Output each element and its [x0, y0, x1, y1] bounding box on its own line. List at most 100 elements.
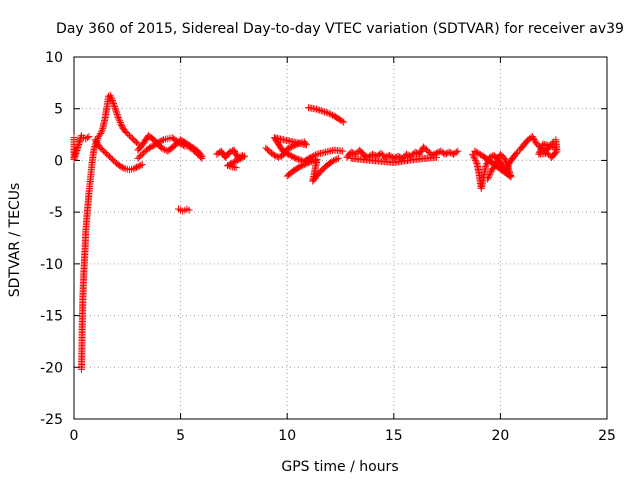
- data-point: [531, 137, 539, 145]
- data-point: [280, 148, 288, 156]
- data-point: [283, 150, 291, 158]
- data-point: [91, 136, 99, 144]
- data-point: [286, 144, 294, 152]
- series-dip-5: [174, 205, 193, 215]
- data-point: [471, 155, 479, 163]
- data-point: [494, 156, 502, 164]
- data-point: [111, 103, 119, 111]
- data-point: [117, 163, 125, 171]
- data-point: [416, 149, 424, 157]
- data-point: [108, 95, 116, 103]
- x-axis-label: GPS time / hours: [281, 459, 398, 475]
- data-point: [486, 170, 494, 178]
- data-point: [307, 153, 315, 161]
- data-point: [478, 151, 486, 159]
- x-tick-label: 20: [491, 428, 509, 444]
- data-point: [98, 126, 106, 134]
- data-point: [472, 156, 480, 164]
- data-point: [302, 160, 310, 168]
- y-tick-label: -25: [40, 412, 63, 428]
- data-point: [94, 140, 102, 148]
- data-point: [106, 91, 114, 99]
- data-point: [484, 173, 492, 181]
- data-point: [330, 157, 338, 165]
- data-point: [109, 98, 117, 106]
- y-tick-label: 0: [54, 153, 63, 169]
- y-axis-label: SDTVAR / TECUs: [7, 183, 23, 298]
- data-point: [417, 147, 425, 155]
- data-point: [512, 149, 520, 157]
- data-point: [328, 157, 336, 165]
- y-tick-label: -10: [40, 257, 63, 273]
- data-point: [334, 154, 342, 162]
- data-point: [545, 151, 553, 159]
- data-point: [303, 159, 311, 167]
- data-point: [107, 93, 115, 101]
- data-point: [381, 153, 389, 161]
- data-point: [316, 106, 324, 114]
- data-point: [269, 150, 277, 158]
- series-cluster-21-23: [516, 133, 561, 161]
- series-cluster-9-12: [262, 134, 347, 165]
- data-point: [311, 105, 319, 113]
- data-point: [306, 158, 314, 166]
- data-point: [158, 136, 166, 144]
- data-point: [197, 151, 205, 159]
- data-point: [485, 172, 493, 180]
- data-point: [327, 158, 335, 166]
- data-point: [289, 153, 297, 161]
- data-point: [157, 144, 165, 152]
- data-point: [481, 163, 489, 171]
- data-point: [541, 140, 549, 148]
- data-point: [487, 167, 495, 175]
- data-point: [235, 155, 243, 163]
- y-tick-label: 10: [45, 50, 63, 66]
- data-point: [147, 143, 155, 151]
- data-point: [279, 147, 287, 155]
- data-point: [161, 146, 169, 154]
- data-point: [472, 158, 480, 166]
- data-point: [124, 130, 132, 138]
- data-point: [130, 165, 138, 173]
- data-point: [275, 153, 283, 161]
- data-point: [452, 148, 460, 156]
- data-point: [454, 147, 462, 155]
- series-upper-segment: [305, 104, 348, 126]
- data-point: [115, 115, 123, 123]
- data-point: [299, 161, 307, 169]
- data-point: [327, 110, 335, 118]
- data-point: [115, 162, 123, 170]
- data-point: [115, 117, 123, 125]
- data-point: [486, 169, 494, 177]
- data-point: [112, 107, 120, 115]
- data-point: [469, 152, 477, 160]
- series-initial-drop: [77, 144, 98, 373]
- data-point: [474, 149, 482, 157]
- series-hump-3-5: [134, 132, 206, 162]
- series-band-13-18: [343, 143, 462, 166]
- data-point: [322, 108, 330, 116]
- data-point: [329, 111, 337, 119]
- data-point: [83, 134, 91, 142]
- data-point: [403, 150, 411, 158]
- data-point: [477, 151, 485, 159]
- data-point: [296, 156, 304, 164]
- series-rise-to-peak: [90, 91, 142, 152]
- data-point: [96, 131, 104, 139]
- data-point: [232, 157, 240, 165]
- data-point: [537, 146, 545, 154]
- data-point: [470, 153, 478, 161]
- data-point: [550, 144, 558, 151]
- data-point: [339, 147, 347, 155]
- data-point: [495, 155, 503, 163]
- data-point: [340, 118, 348, 126]
- data-point: [90, 144, 98, 152]
- data-point: [116, 119, 124, 127]
- data-point: [134, 163, 142, 171]
- data-point: [297, 162, 305, 170]
- data-point: [138, 161, 146, 169]
- data-point: [545, 142, 553, 150]
- data-point: [307, 157, 315, 165]
- data-point: [114, 112, 122, 120]
- data-point: [232, 164, 240, 172]
